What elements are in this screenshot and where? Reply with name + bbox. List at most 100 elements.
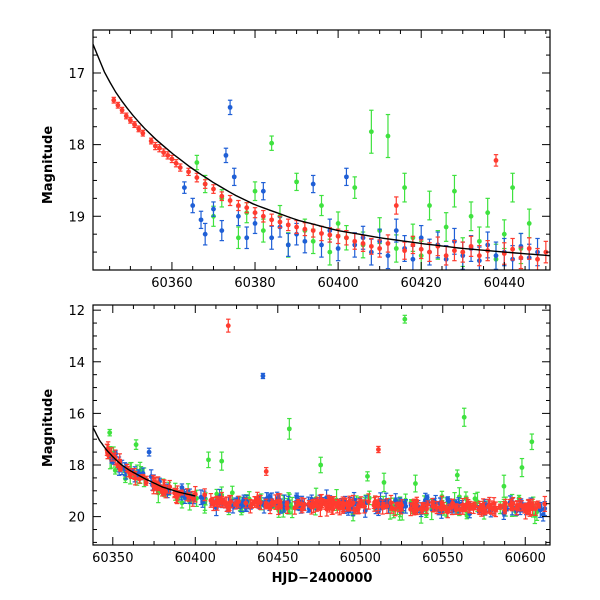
bottom-red-point-187 bbox=[295, 502, 301, 508]
top-red-point-16 bbox=[186, 169, 191, 175]
top-red-point-9 bbox=[152, 143, 158, 149]
top-green-point-27 bbox=[427, 203, 432, 208]
bottom-panel: 60350 60400 60450 60500 60550 60600 12 14 16 18 20 bbox=[68, 304, 551, 566]
bottom-red-point-173 bbox=[457, 507, 463, 512]
bottom-outlier-8 bbox=[206, 457, 211, 463]
bottom-red-point-93 bbox=[167, 484, 173, 490]
bottom-red-point-182 bbox=[411, 509, 417, 515]
bottom-blue-point-23 bbox=[424, 495, 430, 500]
top-x-tick-label-0: 60360 bbox=[151, 276, 192, 291]
top-red-point-59 bbox=[543, 249, 549, 255]
bottom-outlier-3 bbox=[286, 426, 292, 432]
bottom-red-point-63 bbox=[186, 494, 192, 500]
top-red-point-47 bbox=[443, 253, 449, 259]
top-red-point-30 bbox=[302, 226, 308, 232]
bottom-red-point-242 bbox=[216, 499, 222, 505]
bottom-x-tick-label-1: 60400 bbox=[175, 551, 216, 566]
top-green-point-7 bbox=[260, 228, 266, 233]
bottom-red-point-200 bbox=[256, 499, 261, 504]
bottom-red-point-189 bbox=[277, 499, 283, 504]
top-red-point-34 bbox=[335, 233, 341, 239]
top-red-point-15 bbox=[177, 165, 183, 170]
top-green-point-22 bbox=[385, 133, 391, 139]
top-red-point-48 bbox=[452, 248, 457, 254]
bottom-red-point-251 bbox=[252, 499, 258, 505]
top-red-point-55 bbox=[510, 246, 516, 252]
top-blue-point-2 bbox=[198, 217, 204, 223]
bottom-x-tick-label-3: 60500 bbox=[340, 551, 381, 566]
top-red-point-26 bbox=[269, 217, 275, 223]
bottom-red-point-217 bbox=[476, 507, 482, 513]
bottom-red-point-237 bbox=[380, 503, 386, 509]
top-red-point-53 bbox=[493, 157, 499, 163]
bottom-y-tick-label-4: 20 bbox=[68, 511, 85, 526]
top-blue-point-8 bbox=[231, 174, 237, 180]
bottom-red-point-191 bbox=[284, 502, 290, 507]
bottom-red-point-115 bbox=[497, 504, 503, 510]
top-green-point-34 bbox=[485, 210, 491, 216]
bottom-outlier-12 bbox=[318, 462, 324, 468]
top-red-point-13 bbox=[169, 156, 175, 162]
bottom-red-point-236 bbox=[374, 499, 380, 505]
top-red-point-24 bbox=[252, 210, 258, 216]
top-red-point-1 bbox=[115, 102, 121, 108]
bottom-red-point-246 bbox=[424, 506, 429, 512]
top-red-point-18 bbox=[202, 181, 208, 187]
bottom-red-point-225 bbox=[348, 502, 353, 508]
top-green-point-14 bbox=[319, 203, 324, 208]
bottom-y-tick-label-3: 18 bbox=[68, 459, 85, 474]
bottom-red-point-209 bbox=[519, 503, 525, 509]
bottom-blue-point-181 bbox=[179, 485, 185, 490]
bottom-blue-point-109 bbox=[238, 504, 244, 510]
bottom-red-point-26 bbox=[419, 507, 425, 513]
top-y-tick-label-1: 18 bbox=[68, 139, 85, 154]
bottom-blue-point-169 bbox=[294, 495, 300, 500]
top-red-point-10 bbox=[157, 145, 162, 151]
top-blue-point-5 bbox=[219, 228, 225, 233]
top-blue-point-11 bbox=[252, 221, 258, 226]
top-red-point-27 bbox=[277, 219, 283, 225]
top-blue-point-19 bbox=[319, 242, 324, 248]
top-red-point-56 bbox=[518, 255, 524, 261]
bottom-red-point-196 bbox=[438, 506, 444, 511]
top-blue-point-22 bbox=[344, 174, 349, 180]
top-green-point-32 bbox=[468, 213, 474, 219]
top-blue-point-1 bbox=[190, 203, 196, 208]
bottom-red-point-91 bbox=[535, 502, 541, 507]
top-y-axis-title: Magnitude bbox=[41, 126, 56, 205]
bottom-x-tick-label-2: 60450 bbox=[257, 551, 298, 566]
bottom-red-point-126 bbox=[408, 506, 414, 512]
bottom-red-point-231 bbox=[366, 499, 371, 504]
top-blue-point-3 bbox=[202, 231, 208, 237]
top-red-point-2 bbox=[119, 107, 125, 113]
top-blue-point-28 bbox=[393, 228, 399, 233]
top-red-point-45 bbox=[427, 249, 432, 255]
top-red-point-21 bbox=[227, 198, 233, 203]
bottom-outlier-1 bbox=[260, 373, 266, 379]
bottom-red-point-259 bbox=[330, 506, 336, 512]
bottom-red-point-106 bbox=[128, 472, 134, 478]
bottom-red-point-125 bbox=[439, 500, 445, 506]
top-blue-point-4 bbox=[211, 206, 216, 212]
bottom-outlier-11 bbox=[519, 465, 525, 470]
top-green-point-8 bbox=[269, 140, 275, 146]
bottom-red-point-102 bbox=[542, 501, 548, 507]
top-blue-point-30 bbox=[410, 256, 416, 262]
bottom-red-point-228 bbox=[431, 504, 436, 510]
bottom-green-point-51 bbox=[229, 490, 235, 496]
bottom-red-point-201 bbox=[243, 500, 249, 506]
bottom-blue-point-184 bbox=[537, 507, 543, 513]
top-red-point-44 bbox=[418, 246, 424, 252]
bottom-outlier-9 bbox=[219, 458, 225, 464]
bottom-green-point-26 bbox=[107, 430, 113, 436]
top-green-point-23 bbox=[393, 246, 399, 251]
bottom-red-point-149 bbox=[209, 499, 215, 505]
bottom-red-point-248 bbox=[314, 502, 320, 508]
bottom-plot-area bbox=[93, 314, 548, 525]
top-x-tick-label-3: 60420 bbox=[401, 276, 442, 291]
top-blue-point-12 bbox=[260, 188, 266, 194]
bottom-red-point-180 bbox=[319, 498, 324, 504]
bottom-red-point-214 bbox=[482, 508, 488, 514]
bottom-green-point-74 bbox=[133, 442, 139, 448]
